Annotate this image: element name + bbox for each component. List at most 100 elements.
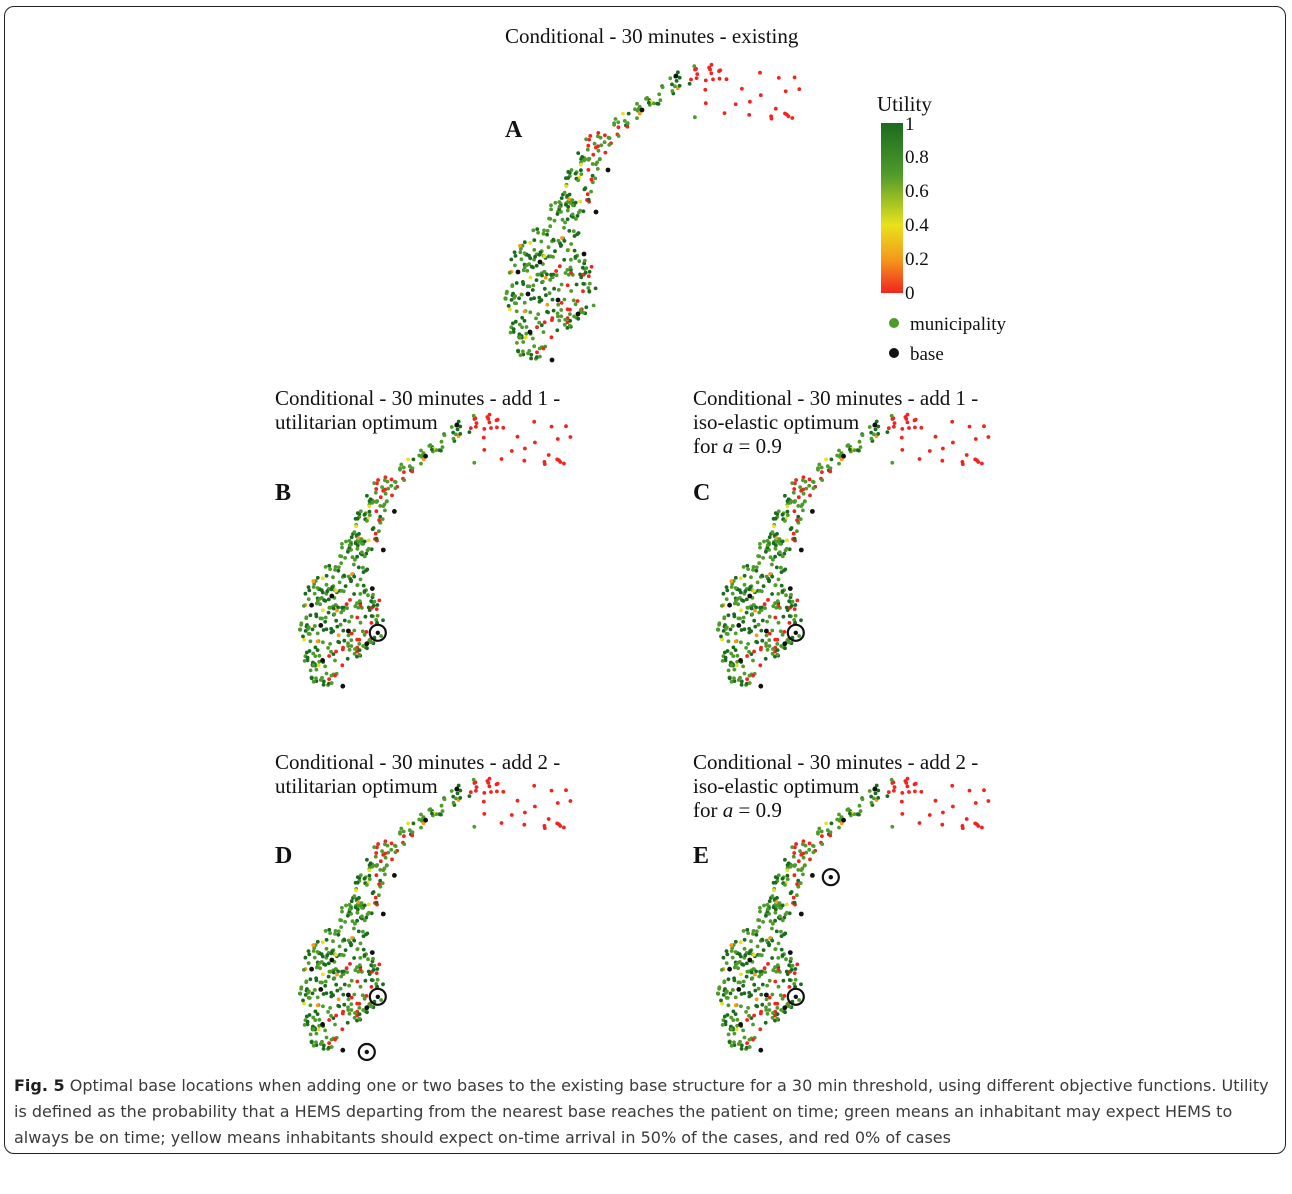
municipality-dot xyxy=(780,539,785,544)
municipality-dot xyxy=(559,282,564,287)
municipality-dot xyxy=(508,330,513,335)
municipality-dot xyxy=(313,645,318,650)
municipality-dot xyxy=(976,824,981,828)
municipality-dot xyxy=(819,829,824,834)
municipality-dot xyxy=(367,504,372,509)
municipality-dot xyxy=(777,901,782,905)
municipality-dot xyxy=(574,282,579,287)
municipality-dot xyxy=(307,632,312,636)
municipality-dot xyxy=(370,527,375,532)
municipality-dot xyxy=(326,610,331,615)
municipality-dot xyxy=(771,921,775,926)
municipality-dot xyxy=(731,1018,736,1022)
municipality-dot xyxy=(455,791,460,796)
municipality-dot xyxy=(762,602,767,607)
municipality-dot xyxy=(768,572,772,576)
municipality-dot xyxy=(340,605,344,610)
municipality-dot xyxy=(776,620,781,625)
municipality-dot xyxy=(739,682,744,687)
municipality-dot xyxy=(350,919,355,924)
municipality-dot xyxy=(905,412,910,417)
municipality-dot xyxy=(660,85,665,90)
municipality-dot xyxy=(399,826,404,831)
municipality-dot xyxy=(592,141,597,146)
municipality-dot xyxy=(573,302,578,307)
municipality-dot xyxy=(299,621,304,626)
municipality-dot xyxy=(785,513,790,517)
municipality-dot xyxy=(383,491,388,496)
municipality-dot xyxy=(321,682,326,687)
municipality-dot xyxy=(564,184,569,189)
municipality-dot xyxy=(372,481,377,485)
municipality-dot xyxy=(306,961,311,965)
municipality-dot xyxy=(378,504,383,508)
municipality-dot xyxy=(742,573,747,578)
municipality-dot xyxy=(336,969,340,974)
municipality-dot xyxy=(874,419,879,424)
municipality-dot xyxy=(797,998,801,1002)
municipality-dot xyxy=(722,650,727,655)
municipality-dot xyxy=(816,466,820,471)
new-base-dot xyxy=(793,994,798,999)
municipality-dot xyxy=(353,516,358,521)
municipality-dot xyxy=(721,591,726,596)
municipality-dot xyxy=(761,948,766,952)
municipality-dot xyxy=(764,997,769,1002)
municipality-dot xyxy=(556,238,561,243)
municipality-dot xyxy=(312,955,317,960)
municipality-dot xyxy=(757,952,762,957)
municipality-dot xyxy=(358,592,363,596)
utility-colorbar xyxy=(881,123,903,293)
panel-c-title: Conditional - 30 minutes - add 1 - iso-e… xyxy=(693,386,979,458)
municipality-dot xyxy=(333,568,337,572)
municipality-dot xyxy=(645,96,649,100)
municipality-dot xyxy=(337,640,342,645)
municipality-dot xyxy=(725,952,730,957)
municipality-dot xyxy=(381,982,385,987)
municipality-dot xyxy=(349,978,354,983)
municipality-dot xyxy=(726,639,731,644)
municipality-dot xyxy=(754,568,759,573)
municipality-dot xyxy=(573,171,578,176)
municipality-dot xyxy=(791,490,796,495)
municipality-dot xyxy=(371,968,376,972)
municipality-dot xyxy=(523,335,528,340)
municipality-dot xyxy=(890,824,895,829)
municipality-dot xyxy=(796,859,801,864)
municipality-dot xyxy=(820,478,825,482)
base-dot xyxy=(380,911,386,917)
municipality-dot xyxy=(635,116,639,120)
municipality-dot xyxy=(336,565,341,570)
municipality-dot xyxy=(793,499,798,503)
municipality-dot xyxy=(352,992,357,997)
municipality-dot xyxy=(767,899,772,904)
base-dot xyxy=(364,1005,370,1011)
municipality-dot xyxy=(731,988,735,992)
municipality-dot xyxy=(548,224,553,229)
figure-caption: Fig. 5 Optimal base locations when addin… xyxy=(14,1076,1269,1147)
municipality-dot xyxy=(378,495,383,500)
base-dot xyxy=(872,422,878,428)
municipality-dot xyxy=(828,833,833,838)
municipality-dot xyxy=(816,830,820,835)
municipality-dot xyxy=(899,435,904,440)
municipality-dot xyxy=(783,883,787,887)
municipality-dot xyxy=(306,949,311,953)
municipality-dot xyxy=(779,570,784,574)
municipality-dot xyxy=(482,791,487,795)
municipality-dot xyxy=(366,605,371,610)
municipality-dot xyxy=(569,289,574,293)
municipality-dot xyxy=(786,861,791,866)
municipality-dot xyxy=(858,809,863,813)
municipality-dot xyxy=(732,1031,737,1036)
municipality-dot xyxy=(860,433,865,438)
municipality-dot xyxy=(783,857,787,862)
base-dot xyxy=(369,950,375,955)
municipality-dot xyxy=(867,789,872,793)
municipality-dot xyxy=(513,254,518,258)
municipality-dot xyxy=(764,549,768,554)
municipality-dot xyxy=(757,610,762,615)
municipality-dot xyxy=(562,239,567,243)
municipality-dot xyxy=(596,144,600,149)
municipality-dot xyxy=(759,628,764,633)
